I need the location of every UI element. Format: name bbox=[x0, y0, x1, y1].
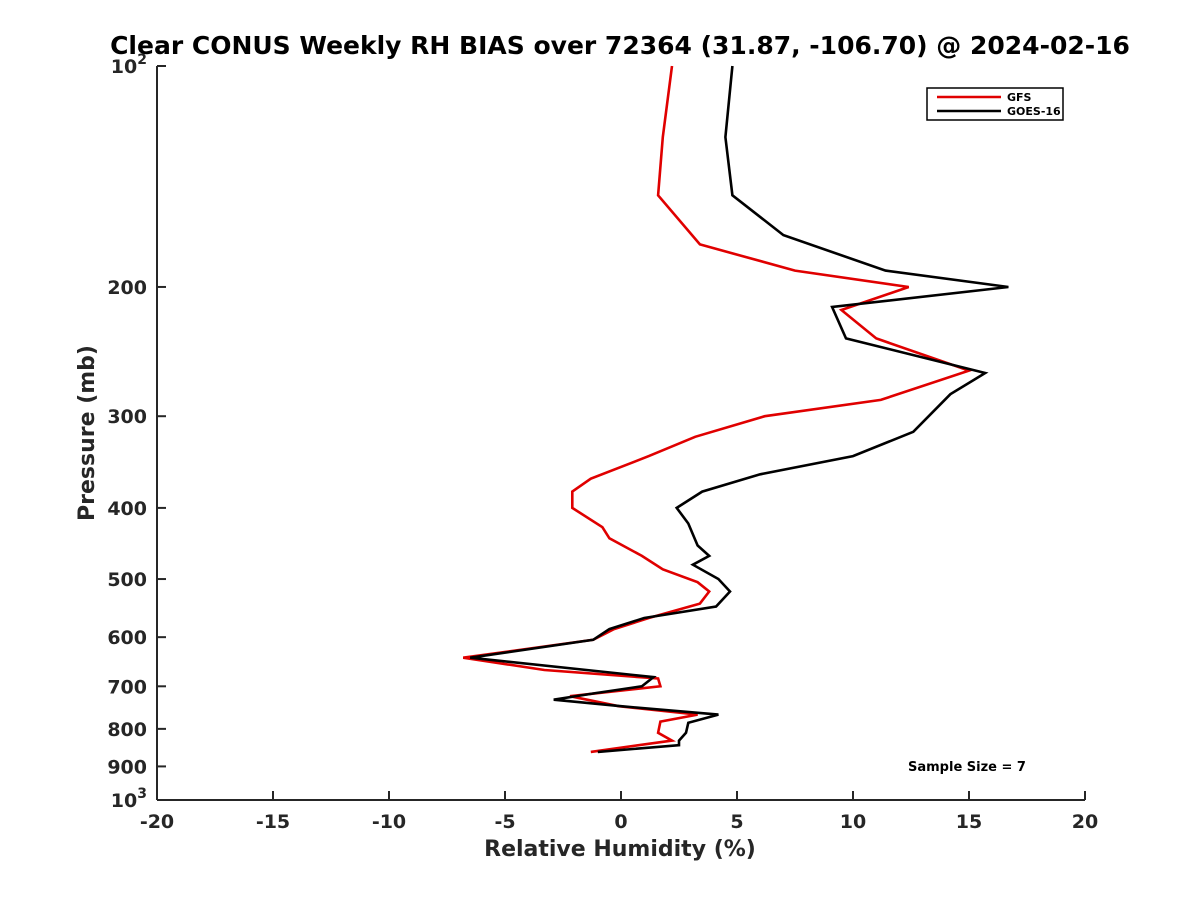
x-tick-label: -15 bbox=[256, 811, 290, 833]
y-tick-label: 103 bbox=[111, 786, 147, 812]
x-tick-label: -10 bbox=[372, 811, 406, 833]
legend-entry-label: GOES-16 bbox=[1007, 105, 1061, 118]
x-axis-label: Relative Humidity (%) bbox=[484, 837, 756, 862]
x-tick-label: 20 bbox=[1072, 811, 1098, 833]
y-tick-label: 102 bbox=[111, 52, 147, 78]
y-axis-label: Pressure (mb) bbox=[75, 345, 100, 521]
y-tick-label: 700 bbox=[107, 676, 147, 698]
sample-size-annotation: Sample Size = 7 bbox=[908, 760, 1026, 775]
x-tick-label: 15 bbox=[956, 811, 982, 833]
plot-lines bbox=[463, 65, 1009, 754]
legend-box bbox=[926, 87, 1064, 121]
y-tick-label: 400 bbox=[107, 498, 147, 520]
y-tick-label: 600 bbox=[107, 627, 147, 649]
y-tick-label: 200 bbox=[107, 277, 147, 299]
legend-entry-label: GFS bbox=[1007, 91, 1032, 104]
x-tick-label: 0 bbox=[614, 811, 627, 833]
y-tick-label: 900 bbox=[107, 756, 147, 778]
x-tick-label: 5 bbox=[730, 811, 743, 833]
series-line-goes-16 bbox=[470, 65, 1009, 754]
y-tick-label: 500 bbox=[107, 569, 147, 591]
y-tick-label: 300 bbox=[107, 406, 147, 428]
y-axis-ticks: 102 200 300 400 500 600 700 800 900 103 bbox=[107, 52, 166, 812]
x-tick-label: -5 bbox=[494, 811, 515, 833]
chart-title: Clear CONUS Weekly RH BIAS over 72364 (3… bbox=[110, 31, 1130, 60]
x-tick-label: -20 bbox=[140, 811, 174, 833]
y-tick-label: 800 bbox=[107, 719, 147, 741]
x-tick-label: 10 bbox=[840, 811, 866, 833]
x-axis-ticks: -20 -15 -10 -5 0 5 10 15 20 bbox=[140, 791, 1098, 833]
